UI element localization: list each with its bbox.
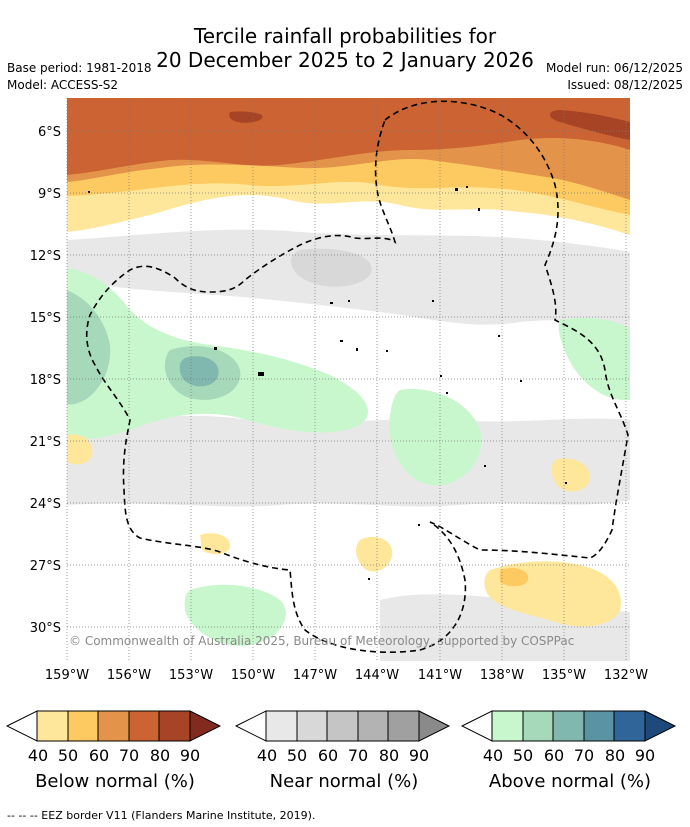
- tick-label: 90: [408, 746, 430, 765]
- below-normal-region: [549, 110, 630, 140]
- colorbar-swatch: [189, 710, 222, 742]
- lon-label: 141°W: [418, 668, 462, 683]
- below-normal-region: [229, 111, 263, 123]
- colorbar-swatch: [357, 710, 389, 742]
- legend-title: Near normal (%): [269, 771, 419, 792]
- legend-title: Below normal (%): [35, 771, 195, 792]
- lon-label: 150°W: [231, 668, 275, 683]
- colorbar-swatch: [158, 710, 191, 742]
- tick-label: 80: [604, 746, 626, 765]
- lat-label: 6°S: [38, 125, 61, 140]
- copyright-credit: © Commonwealth of Australia 2025, Bureau…: [69, 634, 575, 648]
- tick-label: 70: [573, 746, 595, 765]
- colorbar-swatch: [97, 710, 130, 742]
- model-name: Model: ACCESS-S2: [7, 78, 119, 92]
- lat-label: 12°S: [30, 249, 61, 264]
- colorbar-swatch: [67, 710, 99, 742]
- below-normal-region: [500, 568, 529, 587]
- colorbar-swatch: [552, 710, 585, 742]
- colorbar-swatch: [522, 710, 554, 742]
- tick-label: 70: [347, 746, 369, 765]
- above-normal-region: [67, 290, 111, 405]
- lon-label: 138°W: [480, 668, 524, 683]
- colorbar-swatch: [128, 710, 160, 742]
- tick-label: 80: [149, 746, 171, 765]
- colorbar-below-normal: [6, 710, 222, 742]
- base-period: Base period: 1981-2018: [7, 61, 152, 75]
- issued-date: Issued: 08/12/2025: [567, 78, 683, 92]
- tick-label: 50: [57, 746, 79, 765]
- above-normal-region: [558, 318, 630, 401]
- colorbar-swatch: [265, 710, 298, 742]
- colorbar-above-normal: [461, 710, 677, 742]
- eez-footnote: -- -- -- EEZ border V11 (Flanders Marine…: [7, 809, 316, 822]
- tick-label: 50: [512, 746, 534, 765]
- lon-label: 132°W: [604, 668, 648, 683]
- tick-label: 90: [634, 746, 656, 765]
- tick-label: 90: [179, 746, 201, 765]
- lon-label: 147°W: [293, 668, 337, 683]
- above-normal-region: [389, 389, 482, 486]
- below-normal-region: [356, 536, 393, 572]
- colorbar-swatch: [583, 710, 615, 742]
- eez-border: [85, 100, 629, 654]
- near-normal-region: [290, 248, 372, 287]
- map-title-line2: 20 December 2025 to 2 January 2026: [156, 48, 534, 72]
- tick-label: 60: [543, 746, 565, 765]
- tick-label: 40: [256, 746, 278, 765]
- lat-label: 15°S: [30, 311, 61, 326]
- lat-label: 21°S: [30, 435, 61, 450]
- island-dots: [88, 186, 567, 580]
- below-normal-region: [67, 98, 630, 175]
- colorbar-swatch: [491, 710, 524, 742]
- lat-label: 27°S: [30, 559, 61, 574]
- colorbar-near-normal: [235, 710, 451, 742]
- below-normal-region: [67, 434, 93, 465]
- colorbar-swatch: [644, 710, 677, 742]
- tick-label: 60: [317, 746, 339, 765]
- colorbar-swatch: [296, 710, 328, 742]
- lat-label: 24°S: [30, 497, 61, 512]
- lon-label: 144°W: [355, 668, 399, 683]
- tick-label: 50: [286, 746, 308, 765]
- lat-label: 30°S: [30, 621, 61, 636]
- map-title-line1: Tercile rainfall probabilities for: [193, 24, 497, 48]
- tick-label: 60: [88, 746, 110, 765]
- tick-label: 80: [378, 746, 400, 765]
- tick-label: 40: [27, 746, 49, 765]
- colorbar-swatch: [387, 710, 420, 742]
- near-normal-region: [67, 415, 630, 507]
- legend-title: Above normal (%): [488, 771, 652, 792]
- tick-label: 70: [118, 746, 140, 765]
- lon-label: 153°W: [169, 668, 213, 683]
- lat-label: 18°S: [30, 373, 61, 388]
- above-normal-region: [184, 584, 286, 646]
- map-plot-area: [67, 98, 630, 661]
- lon-label: 159°W: [45, 668, 89, 683]
- colorbar-swatch: [613, 710, 646, 742]
- below-normal-region: [551, 458, 590, 492]
- colorbar-swatch: [36, 710, 69, 742]
- lat-label: 9°S: [38, 187, 61, 202]
- tick-label: 40: [482, 746, 504, 765]
- model-run: Model run: 06/12/2025: [545, 61, 683, 75]
- probability-map: 6°S 9°S 12°S 15°S 18°S 21°S 24°S 27°S 30…: [30, 98, 648, 683]
- lon-label: 156°W: [107, 668, 151, 683]
- lon-label: 135°W: [542, 668, 586, 683]
- graticule: [66, 98, 630, 661]
- colorbar-swatch: [326, 710, 359, 742]
- colorbar-swatch: [418, 710, 451, 742]
